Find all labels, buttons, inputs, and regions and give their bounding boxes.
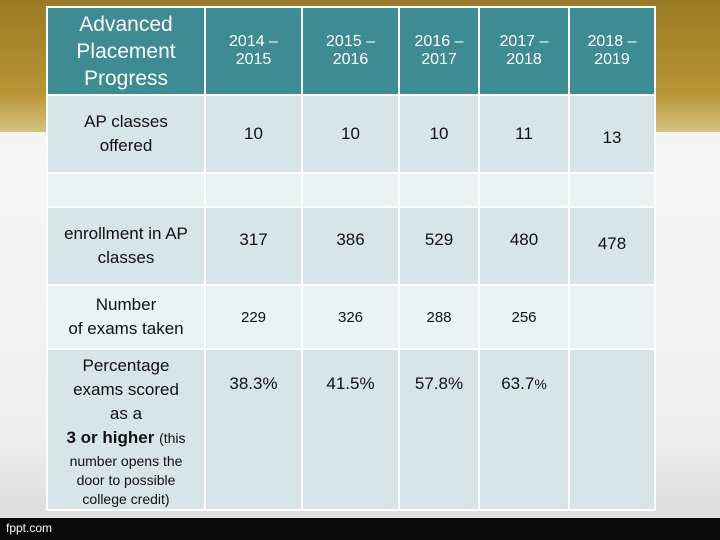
row-label: Number of exams taken	[46, 284, 206, 350]
table-cell: 13	[568, 94, 656, 174]
table-row-ap-classes: AP classes offered 10 10 10 11 13	[46, 94, 656, 174]
table-cell	[568, 348, 656, 511]
table-cell: 10	[204, 94, 303, 174]
table-cell: 38.3%	[204, 348, 303, 511]
table-cell: 529	[398, 206, 480, 286]
table-cell: 256	[478, 284, 570, 350]
table-cell: 386	[301, 206, 400, 286]
year-header: 2016 –2017	[398, 6, 480, 96]
table-cell: 317	[204, 206, 303, 286]
row-label: AP classes offered	[46, 94, 206, 174]
table-cell: 478	[568, 206, 656, 286]
footer-bar: fppt.com	[0, 518, 720, 540]
year-header: 2018 –2019	[568, 6, 656, 96]
ap-progress-table: Advanced Placement Progress 2014 –2015 2…	[46, 6, 656, 511]
footer-credit: fppt.com	[6, 521, 53, 535]
year-header: 2015 –2016	[301, 6, 400, 96]
table-cell: 11	[478, 94, 570, 174]
table-cell: 41.5%	[301, 348, 400, 511]
table-row-percentage: Percentage exams scored as a 3 or higher…	[46, 348, 656, 511]
row-label: enrollment in AP classes	[46, 206, 206, 286]
table-cell: 57.8%	[398, 348, 480, 511]
table-cell: 63.7%	[478, 348, 570, 511]
year-header: 2014 –2015	[204, 6, 303, 96]
table-cell: 326	[301, 284, 400, 350]
table-cell: 229	[204, 284, 303, 350]
table-cell	[568, 284, 656, 350]
header-row: Advanced Placement Progress 2014 –2015 2…	[46, 6, 656, 96]
year-header: 2017 –2018	[478, 6, 570, 96]
table-row-enrollment: enrollment in AP classes 317 386 529 480 …	[46, 206, 656, 286]
table-cell: 10	[301, 94, 400, 174]
table-cell: 288	[398, 284, 480, 350]
table-row-exams: Number of exams taken 229 326 288 256	[46, 284, 656, 350]
table-title: Advanced Placement Progress	[46, 6, 206, 96]
table-cell: 480	[478, 206, 570, 286]
table-row-empty	[46, 172, 656, 208]
row-label: Percentage exams scored as a 3 or higher…	[46, 348, 206, 511]
table-cell: 10	[398, 94, 480, 174]
